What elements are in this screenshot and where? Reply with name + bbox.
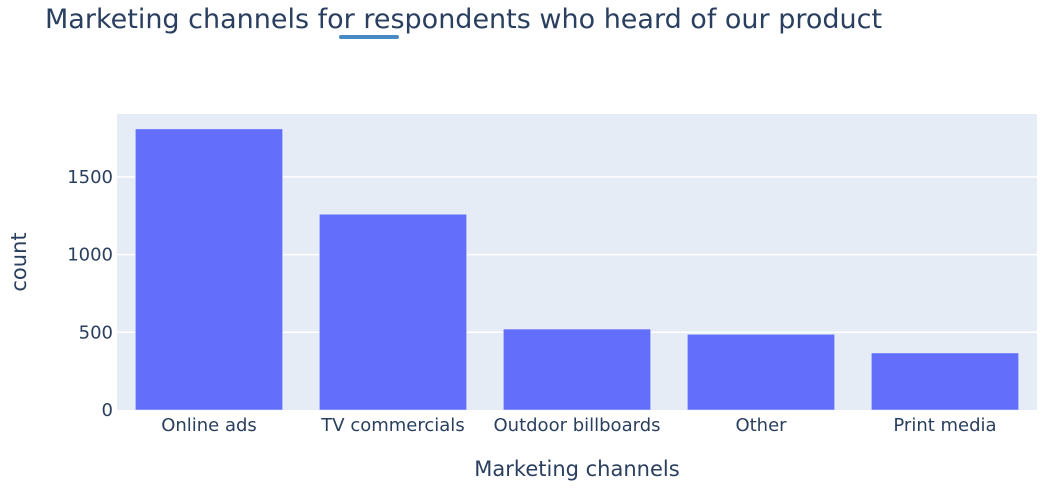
bar-print-media: [871, 352, 1019, 411]
y-axis-title: count: [7, 232, 31, 291]
bar-tv-commercials: [319, 213, 467, 411]
y-tick-label: 0: [102, 400, 113, 421]
y-tick-label: 1500: [67, 167, 113, 188]
x-tick-label: Print media: [893, 415, 996, 436]
y-tick-label: 500: [79, 322, 113, 343]
bar-online-ads: [135, 128, 283, 411]
x-tick-label: Other: [735, 415, 787, 436]
chart-title: Marketing channels for respondents who h…: [45, 4, 883, 35]
x-tick-label: TV commercials: [320, 415, 464, 436]
x-tick-label: Outdoor billboards: [494, 415, 661, 436]
bar-other: [687, 334, 835, 411]
bar-outdoor-billboards: [503, 328, 651, 411]
title-highlight-underline: [339, 35, 399, 39]
y-tick-label: 1000: [67, 245, 113, 266]
x-axis-title: Marketing channels: [474, 457, 679, 481]
x-tick-label: Online ads: [161, 415, 257, 436]
